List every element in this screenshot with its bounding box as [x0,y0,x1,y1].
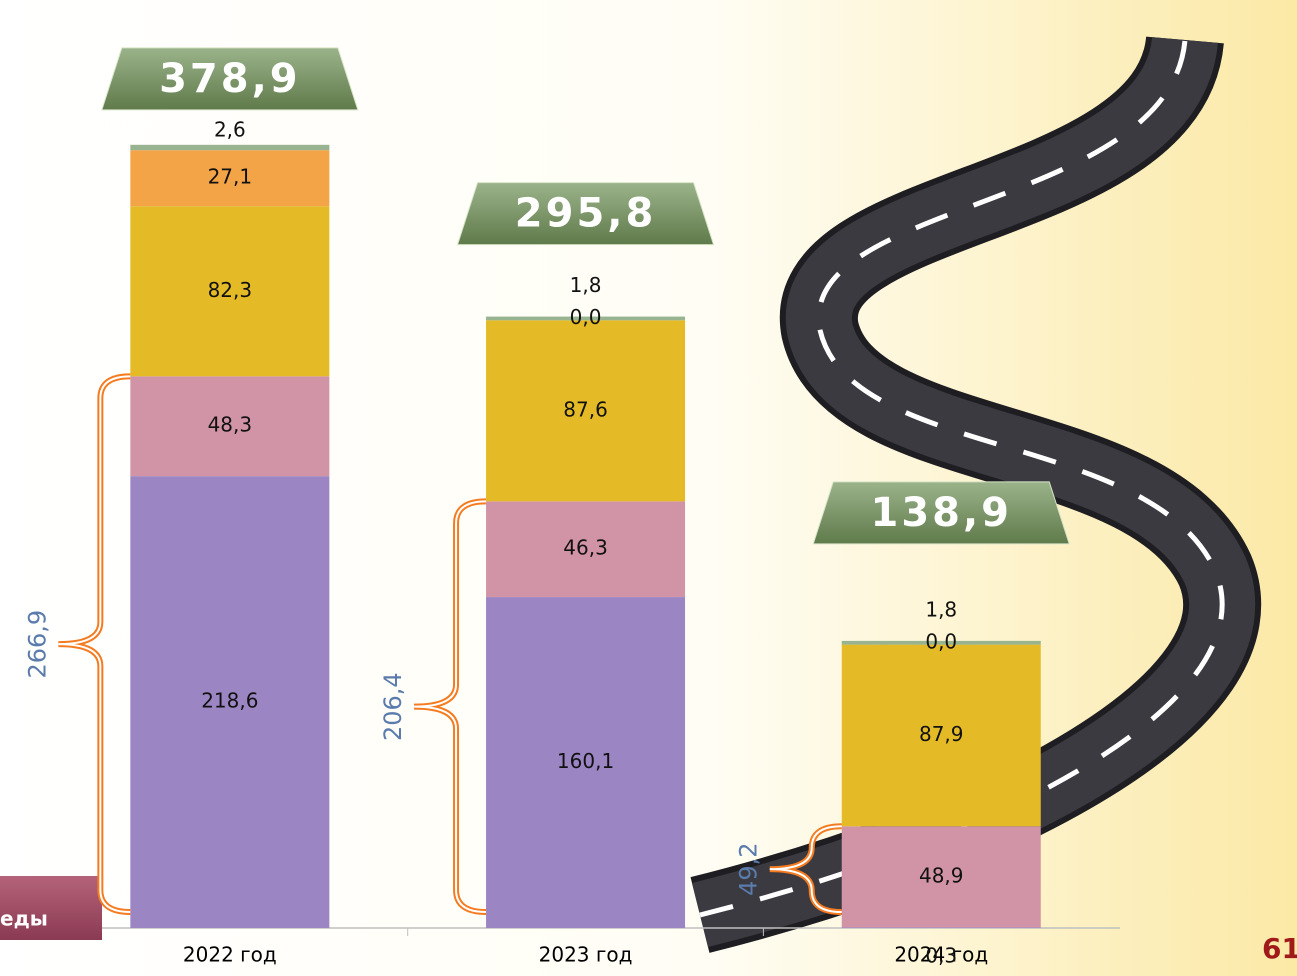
side-label: еды [0,907,48,931]
total-label: 378,9 [159,56,301,102]
data-label: 0,0 [925,629,957,653]
total-label: 138,9 [870,490,1012,536]
data-label: 1,8 [925,597,957,621]
data-label: 27,1 [208,165,253,189]
bar-segment [130,145,329,150]
data-label: 87,6 [563,397,608,421]
data-label: 82,3 [208,278,253,302]
x-tick-label: 2023 год [539,943,633,967]
data-label: 87,9 [919,722,964,746]
bracket-label: 266,9 [23,610,51,679]
bracket-label: 49,2 [735,842,763,895]
data-label: 1,8 [570,273,602,297]
data-label: 160,1 [557,749,614,773]
data-label: 46,3 [563,536,608,560]
data-label: 2,6 [214,117,246,141]
x-tick-label: 2022 год [183,943,277,967]
chart: еды 61 2022 год 218,6 48,3 82,3 27,1 2,6 378,9… [0,0,1297,976]
bar-segment [842,927,1041,928]
page: еды 61 2022 год 218,6 48,3 82,3 27,1 2,6 378,9… [0,0,1297,976]
bracket-label: 206,4 [379,672,407,741]
data-label: 48,9 [919,863,964,887]
page-number: 61 [1262,932,1297,965]
data-label: 0,3 [925,944,957,968]
data-label: 0,0 [570,305,602,329]
total-label: 295,8 [515,191,657,237]
data-label: 48,3 [208,413,253,437]
data-label: 218,6 [201,689,258,713]
